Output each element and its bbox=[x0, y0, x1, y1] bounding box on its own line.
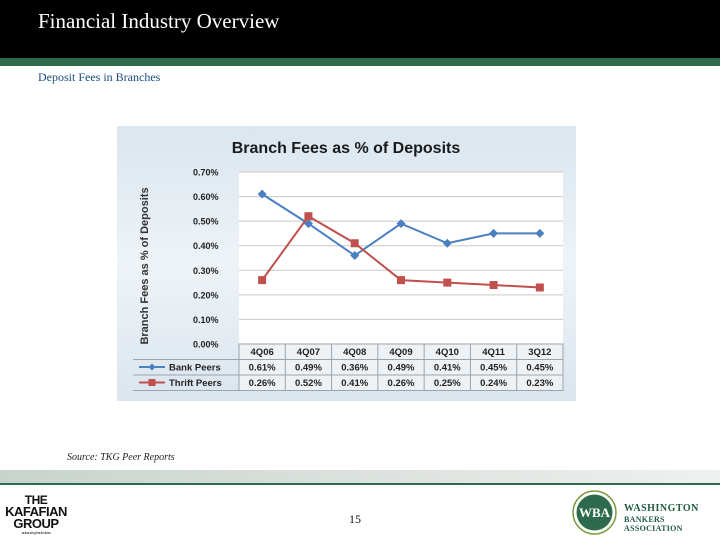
wba-line-1: WASHINGTON bbox=[624, 503, 699, 514]
chart-panel: Branch Fees as % of Deposits Branch Fees … bbox=[117, 126, 576, 401]
x-tick-label: 4Q07 bbox=[297, 347, 320, 358]
data-table-value: 0.52% bbox=[295, 378, 322, 389]
x-tick-label: 3Q12 bbox=[528, 347, 551, 358]
y-tick-label: 0.50% bbox=[193, 217, 219, 227]
y-tick-label: 0.20% bbox=[193, 290, 219, 300]
data-table-value: 0.26% bbox=[249, 378, 276, 389]
x-tick-label: 4Q09 bbox=[389, 347, 412, 358]
data-point bbox=[397, 276, 405, 285]
svg-text:WBA: WBA bbox=[579, 505, 611, 520]
y-tick-label: 0.60% bbox=[193, 192, 219, 202]
data-point bbox=[350, 239, 359, 248]
page-subtitle: Deposit Fees in Branches bbox=[38, 70, 161, 84]
footer-divider bbox=[0, 483, 720, 485]
data-table-value: 0.45% bbox=[526, 363, 553, 374]
legend-label: Bank Peers bbox=[169, 363, 221, 374]
data-point bbox=[535, 283, 544, 292]
page-title: Financial Industry Overview bbox=[38, 9, 280, 33]
y-tick-label: 0.70% bbox=[193, 168, 219, 178]
legend-key-marker bbox=[148, 379, 156, 386]
data-point bbox=[442, 238, 452, 248]
x-tick-label: 4Q08 bbox=[343, 347, 366, 358]
data-table-value: 0.26% bbox=[388, 378, 415, 389]
data-table-value: 0.23% bbox=[526, 378, 553, 389]
logo-line-3: GROUP bbox=[13, 516, 59, 531]
x-tick-label: 4Q11 bbox=[482, 347, 505, 358]
source-note: Source: TKG Peer Reports bbox=[67, 452, 175, 463]
page-number: 15 bbox=[349, 512, 361, 526]
legend-label: Thrift Peers bbox=[169, 378, 222, 389]
data-table-value: 0.61% bbox=[249, 363, 276, 374]
wba-badge-icon: WBA bbox=[572, 490, 617, 535]
data-table-value: 0.49% bbox=[388, 363, 415, 374]
footer-band bbox=[0, 470, 720, 483]
data-point bbox=[350, 251, 360, 261]
wba-line-2: BANKERS ASSOCIATION bbox=[624, 515, 683, 533]
data-table-value: 0.45% bbox=[480, 363, 507, 374]
data-table-value: 0.24% bbox=[480, 378, 507, 389]
data-point bbox=[396, 219, 406, 229]
branch-fees-chart: Branch Fees as % of Deposits Branch Fees … bbox=[133, 140, 564, 391]
wba-wordmark: WASHINGTON BANKERS ASSOCIATION bbox=[624, 503, 720, 533]
y-axis-label: Branch Fees as % of Deposits bbox=[139, 187, 151, 344]
title-bar: Financial Industry Overview bbox=[0, 0, 720, 58]
y-tick-label: 0.30% bbox=[193, 266, 219, 276]
data-point bbox=[535, 228, 545, 238]
y-tick-label: 0.00% bbox=[193, 340, 219, 350]
x-tick-label: 4Q06 bbox=[251, 347, 274, 358]
logo-tagline: advancing bank ideas bbox=[21, 530, 51, 535]
data-point bbox=[257, 189, 267, 199]
y-tick-label: 0.10% bbox=[193, 315, 219, 325]
logo-line-1: THE bbox=[24, 493, 48, 507]
header-divider bbox=[0, 58, 720, 66]
x-tick-label: 4Q10 bbox=[436, 347, 459, 358]
data-table-value: 0.25% bbox=[434, 378, 461, 389]
logo-line-2: KAFAFIAN bbox=[5, 504, 67, 519]
data-point bbox=[489, 228, 499, 238]
kafafian-group-logo: THE KAFAFIAN GROUP advancing bank ideas bbox=[4, 494, 68, 540]
data-point bbox=[443, 278, 452, 287]
data-point bbox=[303, 219, 313, 229]
data-table-value: 0.36% bbox=[341, 363, 368, 374]
legend-key-marker bbox=[148, 363, 156, 371]
data-table-value: 0.41% bbox=[341, 378, 368, 389]
plot-area bbox=[239, 172, 563, 344]
data-table-value: 0.41% bbox=[434, 363, 461, 374]
data-point bbox=[489, 281, 498, 290]
data-point bbox=[304, 212, 313, 221]
data-point bbox=[258, 276, 267, 285]
data-table-value: 0.49% bbox=[295, 363, 322, 374]
chart-title: Branch Fees as % of Deposits bbox=[232, 140, 461, 157]
y-tick-label: 0.40% bbox=[193, 241, 219, 251]
